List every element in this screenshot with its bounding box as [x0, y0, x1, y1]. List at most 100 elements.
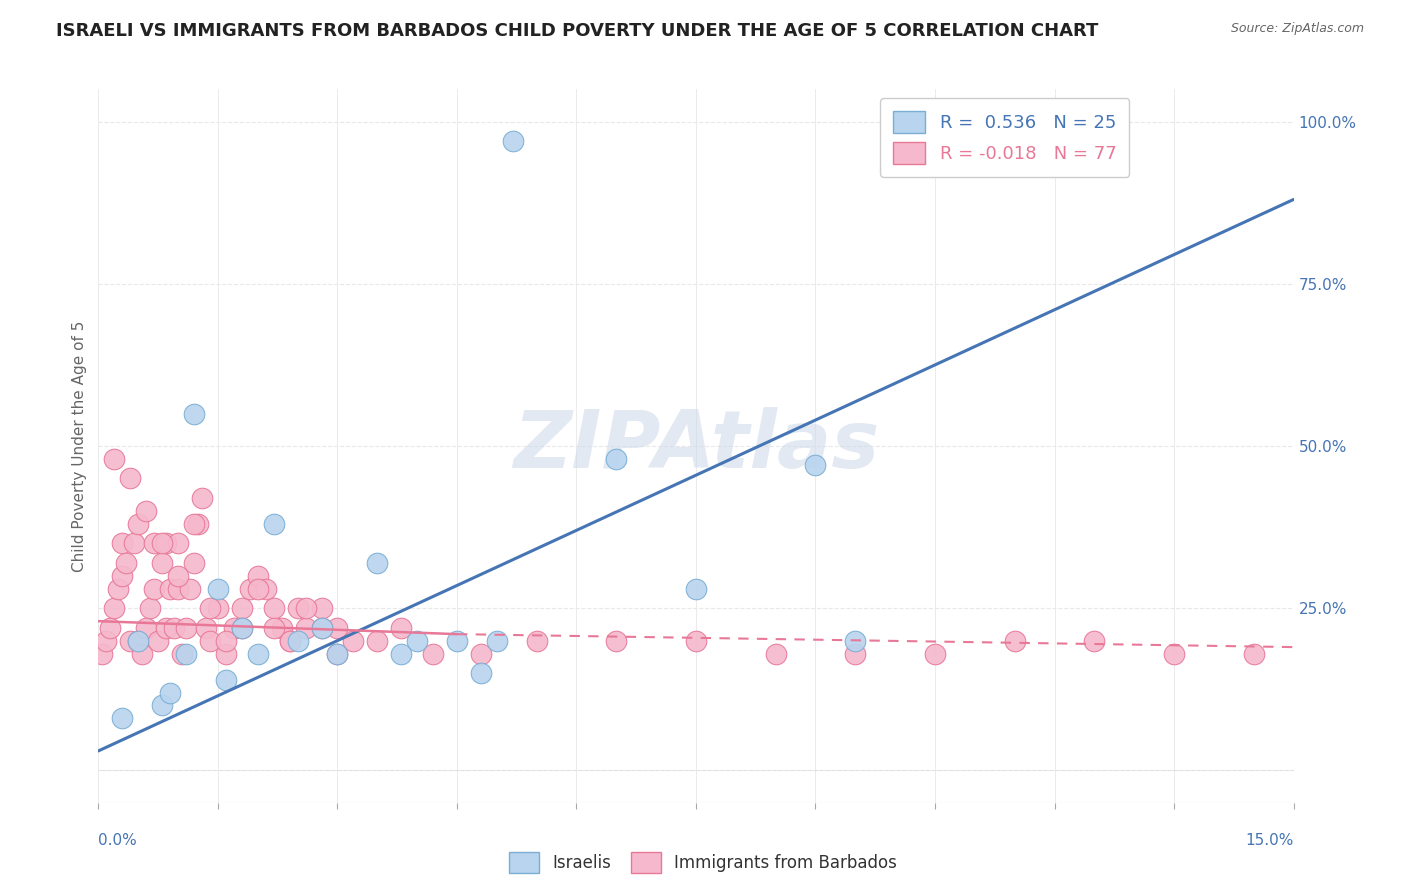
- Point: [127, 516, 149, 531]
- Point: [215, 673, 238, 687]
- Point: [150, 536, 173, 550]
- Point: [183, 407, 205, 421]
- Point: [91, 647, 114, 661]
- Point: [155, 621, 177, 635]
- Point: [605, 633, 627, 648]
- Point: [191, 491, 214, 505]
- Point: [311, 621, 333, 635]
- Point: [135, 504, 157, 518]
- Point: [198, 633, 221, 648]
- Point: [1083, 633, 1105, 648]
- Point: [107, 582, 129, 596]
- Text: 15.0%: 15.0%: [1246, 833, 1294, 848]
- Point: [215, 647, 238, 661]
- Point: [120, 471, 142, 485]
- Point: [143, 582, 166, 596]
- Point: [148, 633, 170, 648]
- Point: [222, 621, 245, 635]
- Point: [470, 666, 492, 681]
- Point: [1004, 633, 1026, 648]
- Point: [485, 633, 508, 648]
- Point: [174, 647, 197, 661]
- Point: [844, 633, 866, 648]
- Point: [111, 568, 134, 582]
- Point: [150, 698, 173, 713]
- Point: [120, 633, 142, 648]
- Point: [150, 556, 173, 570]
- Point: [231, 601, 253, 615]
- Point: [207, 582, 229, 596]
- Point: [155, 536, 177, 550]
- Point: [103, 601, 125, 615]
- Point: [422, 647, 444, 661]
- Point: [326, 621, 349, 635]
- Point: [111, 711, 134, 725]
- Point: [685, 582, 707, 596]
- Point: [1163, 647, 1185, 661]
- Point: [287, 601, 309, 615]
- Point: [127, 633, 149, 648]
- Point: [246, 568, 269, 582]
- Point: [366, 633, 388, 648]
- Text: 0.0%: 0.0%: [98, 833, 138, 848]
- Point: [139, 601, 162, 615]
- Point: [294, 621, 316, 635]
- Point: [124, 536, 146, 550]
- Point: [311, 621, 333, 635]
- Point: [172, 647, 194, 661]
- Legend: R =  0.536   N = 25, R = -0.018   N = 77: R = 0.536 N = 25, R = -0.018 N = 77: [880, 98, 1129, 177]
- Point: [215, 633, 238, 648]
- Text: Source: ZipAtlas.com: Source: ZipAtlas.com: [1230, 22, 1364, 36]
- Point: [239, 582, 262, 596]
- Point: [183, 556, 205, 570]
- Point: [804, 458, 827, 473]
- Point: [342, 633, 364, 648]
- Y-axis label: Child Poverty Under the Age of 5: Child Poverty Under the Age of 5: [72, 320, 87, 572]
- Point: [278, 633, 301, 648]
- Point: [924, 647, 946, 661]
- Point: [159, 582, 181, 596]
- Point: [135, 621, 157, 635]
- Point: [246, 582, 269, 596]
- Point: [470, 647, 492, 661]
- Point: [311, 601, 333, 615]
- Point: [406, 633, 429, 648]
- Point: [254, 582, 277, 596]
- Point: [605, 452, 627, 467]
- Point: [446, 633, 468, 648]
- Text: ZIPAtlas: ZIPAtlas: [513, 407, 879, 485]
- Point: [167, 582, 190, 596]
- Point: [389, 647, 412, 661]
- Point: [294, 601, 316, 615]
- Point: [167, 568, 190, 582]
- Point: [685, 633, 707, 648]
- Point: [263, 516, 285, 531]
- Point: [115, 556, 138, 570]
- Point: [98, 621, 122, 635]
- Point: [231, 621, 253, 635]
- Point: [96, 633, 118, 648]
- Point: [163, 621, 186, 635]
- Point: [270, 621, 292, 635]
- Point: [526, 633, 548, 648]
- Point: [127, 633, 149, 648]
- Point: [366, 556, 388, 570]
- Point: [143, 536, 166, 550]
- Point: [389, 621, 412, 635]
- Point: [263, 621, 285, 635]
- Point: [159, 685, 181, 699]
- Point: [179, 582, 201, 596]
- Point: [1243, 647, 1265, 661]
- Point: [111, 536, 134, 550]
- Point: [287, 633, 309, 648]
- Point: [765, 647, 787, 661]
- Point: [207, 601, 229, 615]
- Point: [278, 633, 301, 648]
- Point: [131, 647, 153, 661]
- Point: [174, 621, 197, 635]
- Point: [183, 516, 205, 531]
- Point: [326, 647, 349, 661]
- Text: ISRAELI VS IMMIGRANTS FROM BARBADOS CHILD POVERTY UNDER THE AGE OF 5 CORRELATION: ISRAELI VS IMMIGRANTS FROM BARBADOS CHIL…: [56, 22, 1098, 40]
- Point: [187, 516, 209, 531]
- Point: [195, 621, 218, 635]
